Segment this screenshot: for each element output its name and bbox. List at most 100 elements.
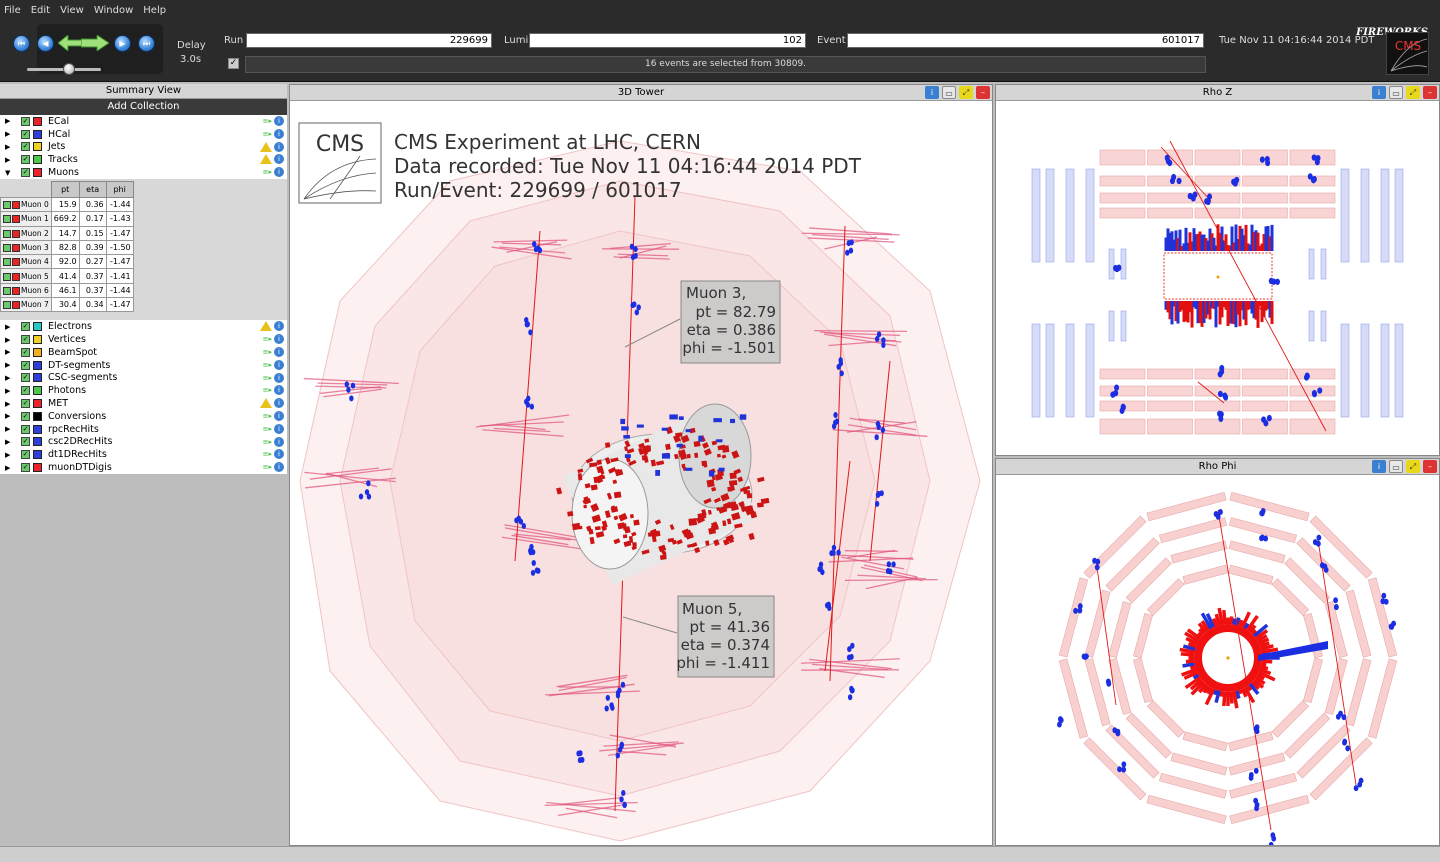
expand-icon[interactable]: ▶ [5, 361, 11, 370]
next-event-icon[interactable]: ▶ [114, 35, 131, 52]
view-rho-z[interactable]: Rho Z i ▭ ⤢ – [995, 84, 1440, 456]
expand-icon[interactable]: ▶ [5, 373, 11, 382]
color-swatch[interactable] [33, 322, 42, 332]
color-swatch[interactable] [12, 272, 20, 281]
collection-row-met[interactable]: ▶ ✓ MET i [0, 397, 287, 410]
visibility-checkbox[interactable]: ✓ [21, 463, 30, 473]
color-swatch[interactable] [12, 244, 20, 253]
collection-row-beamspot[interactable]: ▶ ✓ BeamSpot ≡▸ i [0, 346, 287, 359]
save-icon[interactable]: ▭ [1389, 460, 1403, 473]
run-field[interactable]: 229699 [246, 33, 492, 48]
filter-icon[interactable]: ≡▸ [262, 360, 272, 369]
info-icon[interactable]: i [274, 346, 284, 357]
expand-icon[interactable]: ▶ [5, 117, 11, 126]
collection-row-muondtdigis[interactable]: ▶ ✓ muonDTDigis ≡▸ i [0, 461, 287, 474]
expand-icon[interactable]: ▶ [5, 142, 11, 151]
lumi-field[interactable]: 102 [529, 33, 806, 48]
color-swatch[interactable] [33, 411, 42, 421]
filter-icon[interactable]: ≡▸ [262, 386, 272, 395]
visibility-checkbox[interactable] [3, 229, 11, 238]
rhoz-canvas[interactable] [996, 101, 1439, 455]
collection-row-dt1drechits[interactable]: ▶ ✓ dt1DRecHits ≡▸ i [0, 448, 287, 461]
close-icon[interactable]: – [1423, 86, 1437, 99]
filter-icon[interactable]: ≡▸ [262, 411, 272, 420]
expand-icon[interactable]: ▶ [5, 335, 11, 344]
expand-icon[interactable]: ▶ [5, 322, 11, 331]
info-icon[interactable]: i [274, 321, 284, 332]
visibility-checkbox[interactable]: ✓ [21, 360, 30, 370]
visibility-checkbox[interactable] [3, 215, 11, 224]
collection-row-csc2drechits[interactable]: ▶ ✓ csc2DRecHits ≡▸ i [0, 436, 287, 449]
save-icon[interactable]: ▭ [942, 86, 956, 99]
collection-row-tracks[interactable]: ▶ ✓ Tracks i [0, 153, 287, 166]
color-swatch[interactable] [33, 142, 42, 152]
visibility-checkbox[interactable]: ✓ [21, 437, 30, 447]
table-row[interactable]: Muon 7 30.4 0.34 -1.47 [0, 297, 134, 313]
info-icon[interactable]: i [274, 154, 284, 165]
table-row[interactable]: Muon 1 669.2 0.17 -1.43 [0, 211, 134, 227]
info-icon[interactable]: i [274, 423, 284, 434]
collection-row-csc-segments[interactable]: ▶ ✓ CSC-segments ≡▸ i [0, 372, 287, 385]
visibility-checkbox[interactable] [3, 301, 11, 310]
expand-icon[interactable]: ▶ [5, 155, 11, 164]
filter-icon[interactable]: ≡▸ [262, 450, 272, 459]
collapse-icon[interactable]: ▼ [5, 168, 11, 177]
info-icon[interactable]: i [274, 410, 284, 421]
muon3-label[interactable]: Muon 3, pt = 82.79 eta = 0.386 phi = -1.… [624, 280, 781, 364]
maximize-icon[interactable]: ⤢ [1406, 460, 1420, 473]
filter-icon[interactable]: ≡▸ [262, 347, 272, 356]
maximize-icon[interactable]: ⤢ [959, 86, 973, 99]
expand-icon[interactable]: ▶ [5, 386, 11, 395]
table-row[interactable]: Muon 0 15.9 0.36 -1.44 [0, 196, 134, 213]
color-swatch[interactable] [33, 450, 42, 460]
warning-icon[interactable] [260, 398, 272, 409]
visibility-checkbox[interactable]: ✓ [21, 155, 30, 165]
visibility-checkbox[interactable]: ✓ [21, 424, 30, 434]
close-icon[interactable]: – [976, 86, 990, 99]
view-rho-phi[interactable]: Rho Phi i ▭ ⤢ – [995, 458, 1440, 848]
color-swatch[interactable] [33, 129, 42, 139]
col-pt[interactable]: pt [50, 180, 80, 198]
collection-row-vertices[interactable]: ▶ ✓ Vertices ≡▸ i [0, 333, 287, 346]
info-icon[interactable]: i [1372, 86, 1386, 99]
expand-icon[interactable]: ▶ [5, 412, 11, 421]
visibility-checkbox[interactable]: ✓ [21, 411, 30, 421]
collection-row-ecal[interactable]: ▶ ✓ ECal ≡▸ i [0, 115, 287, 128]
info-icon[interactable]: i [274, 334, 284, 345]
warning-icon[interactable] [260, 141, 272, 152]
view-3d-canvas[interactable]: CMS CMS Experiment at LHC, CERN Data rec… [290, 101, 992, 845]
event-field[interactable]: 601017 [847, 33, 1204, 48]
previous-event-icon[interactable]: ◀ [37, 35, 54, 52]
rhophi-canvas[interactable] [996, 475, 1439, 848]
collection-row-photons[interactable]: ▶ ✓ Photons ≡▸ i [0, 384, 287, 397]
delay-slider-knob[interactable] [63, 63, 75, 75]
visibility-checkbox[interactable]: ✓ [21, 450, 30, 460]
info-icon[interactable]: i [1372, 460, 1386, 473]
info-icon[interactable]: i [274, 128, 284, 139]
expand-icon[interactable]: ▶ [5, 437, 11, 446]
filter-icon[interactable]: ≡▸ [262, 117, 272, 125]
expand-icon[interactable]: ▶ [5, 463, 11, 472]
info-icon[interactable]: i [274, 167, 284, 178]
filter-icon[interactable]: ≡▸ [262, 373, 272, 382]
filter-icon[interactable]: ≡▸ [262, 424, 272, 433]
add-collection-button[interactable]: Add Collection [0, 99, 287, 115]
muon5-label[interactable]: Muon 5, pt = 41.36 eta = 0.374 phi = -1.… [622, 595, 775, 678]
info-icon[interactable]: i [274, 385, 284, 396]
menu-help[interactable]: Help [143, 4, 167, 16]
info-icon[interactable]: i [274, 436, 284, 447]
color-swatch[interactable] [12, 229, 20, 238]
play-backward-icon[interactable] [58, 35, 82, 51]
menu-edit[interactable]: Edit [30, 4, 51, 16]
warning-icon[interactable] [260, 321, 272, 332]
color-swatch[interactable] [33, 347, 42, 357]
visibility-checkbox[interactable]: ✓ [21, 142, 30, 152]
info-icon[interactable]: i [274, 372, 284, 383]
expand-icon[interactable]: ▶ [5, 348, 11, 357]
close-icon[interactable]: – [1423, 460, 1437, 473]
visibility-checkbox[interactable] [3, 201, 11, 210]
collection-row-jets[interactable]: ▶ ✓ Jets i [0, 141, 287, 154]
info-icon[interactable]: i [274, 462, 284, 473]
play-forward-icon[interactable] [81, 35, 109, 51]
filter-checkbox[interactable]: ✓ [228, 58, 239, 69]
